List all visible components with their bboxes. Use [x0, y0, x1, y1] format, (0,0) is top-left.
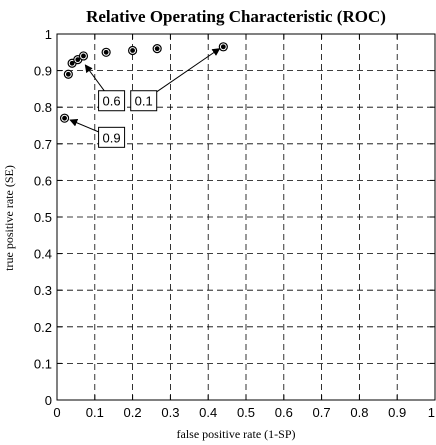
annotation-label: 0.9: [103, 130, 121, 145]
annotation-arrow: [156, 48, 221, 93]
y-tick-label: 1: [45, 27, 52, 42]
x-axis-label: false positive rate (1-SP): [177, 427, 296, 441]
annotation-arrow: [84, 64, 105, 92]
threshold-annotation: 0.6: [84, 64, 126, 112]
x-tick-label: 0.7: [313, 405, 331, 420]
roc-point: [78, 51, 89, 61]
roc-point: [152, 44, 162, 54]
y-tick-label: 0.8: [34, 100, 52, 115]
roc-point: [101, 47, 111, 57]
x-tick-label: 0.5: [237, 405, 255, 420]
chart-title: Relative Operating Characteristic (ROC): [86, 7, 386, 26]
roc-point: [59, 113, 70, 123]
x-tick-label: 0.6: [275, 405, 293, 420]
y-tick-label: 0.2: [34, 320, 52, 335]
x-tick-labels: 0 0.1 0.2 0.3 0.4 0.5 0.6 0.7 0.8 0.9 1: [53, 405, 435, 420]
y-tick-label: 0.7: [34, 137, 52, 152]
x-tick-label: 0.2: [124, 405, 142, 420]
y-tick-label: 0.6: [34, 173, 52, 188]
y-tick-label: 0.3: [34, 283, 52, 298]
y-tick-label: 0.4: [34, 247, 52, 262]
roc-point: [128, 45, 138, 56]
annotation-label: 0.1: [135, 94, 153, 109]
threshold-annotation: 0.1: [130, 48, 221, 112]
x-tick-label: 0: [53, 405, 60, 420]
roc-point: [63, 69, 73, 79]
ticks: [56, 33, 436, 401]
x-tick-label: 0.4: [199, 405, 217, 420]
roc-point: [67, 58, 77, 68]
threshold-annotation: 0.9: [69, 119, 126, 148]
x-tick-label: 0.9: [388, 405, 406, 420]
annotation-arrow: [69, 119, 99, 133]
annotation-box: [130, 90, 158, 112]
y-tick-label: 0.1: [34, 356, 52, 371]
data-points: [59, 42, 228, 123]
annotation-label: 0.6: [103, 94, 121, 109]
y-tick-labels: 0 0.1 0.2 0.3 0.4 0.5 0.6 0.7 0.8 0.9 1: [34, 27, 52, 408]
y-tick-label: 0.9: [34, 64, 52, 79]
grid: [57, 34, 435, 400]
y-tick-label: 0: [45, 393, 52, 408]
x-tick-label: 0.1: [86, 405, 104, 420]
roc-point: [218, 42, 228, 52]
x-tick-label: 1: [428, 405, 435, 420]
y-tick-label: 0.5: [34, 210, 52, 225]
annotations: 0.6 0.1 0.9: [69, 48, 221, 148]
y-axis-label: true positive rate (SE): [2, 165, 16, 271]
x-tick-label: 0.3: [161, 405, 179, 420]
x-tick-label: 0.8: [350, 405, 368, 420]
annotation-box: [98, 126, 126, 148]
annotation-box: [98, 90, 126, 112]
